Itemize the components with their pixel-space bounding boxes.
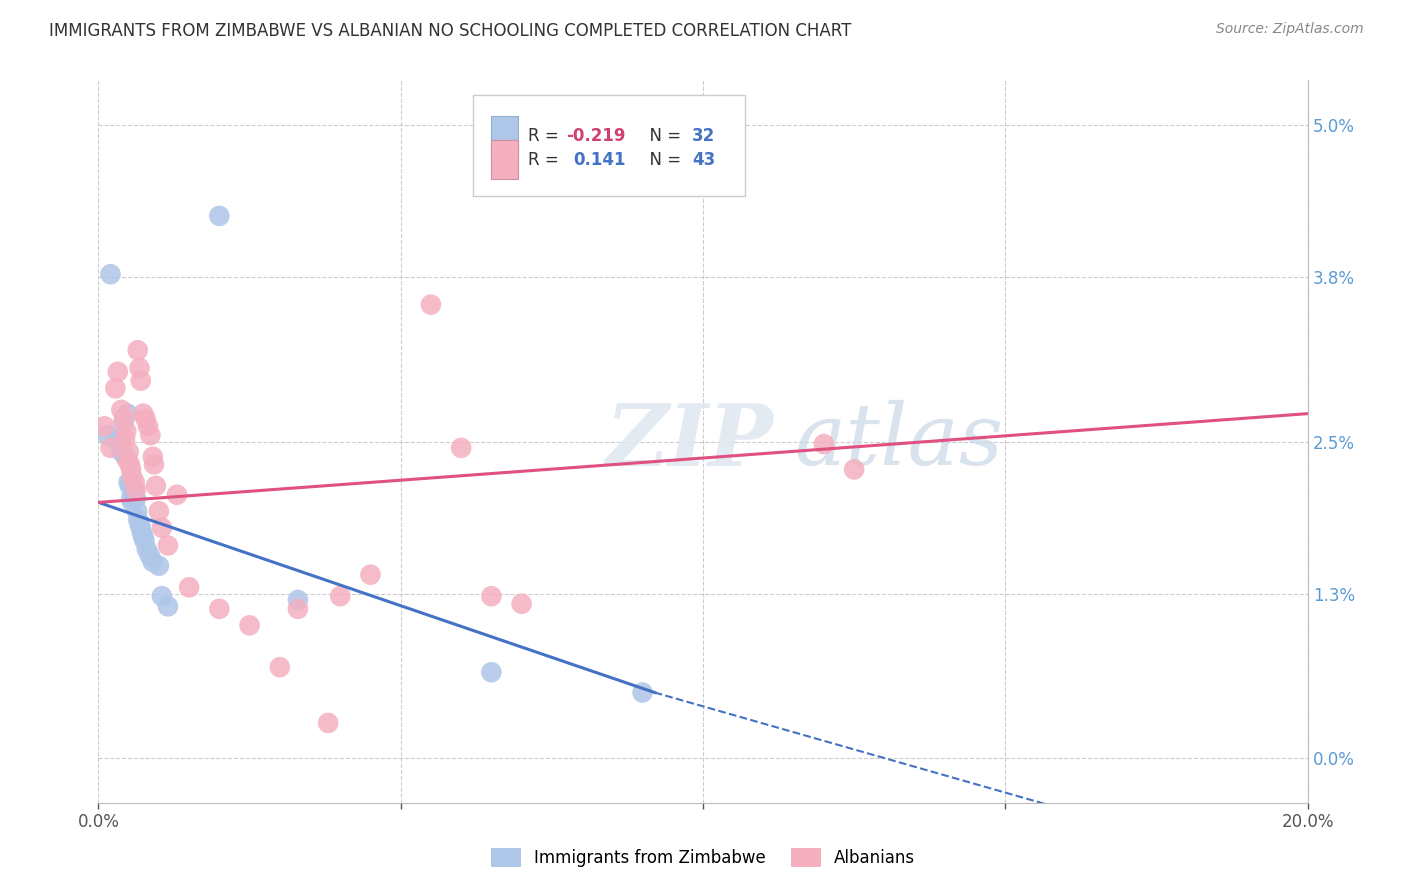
Point	[114, 432, 136, 446]
Point	[93, 419, 115, 434]
Point	[844, 462, 866, 476]
Point	[287, 593, 309, 607]
Point	[118, 475, 141, 489]
Text: atlas: atlas	[793, 401, 1002, 483]
Point	[108, 437, 131, 451]
Point	[145, 479, 167, 493]
Point	[118, 458, 141, 472]
Point	[121, 495, 143, 509]
Point	[208, 209, 231, 223]
Text: 43: 43	[692, 151, 716, 169]
Point	[360, 567, 382, 582]
Point	[134, 533, 156, 548]
Point	[127, 504, 149, 518]
Point	[110, 444, 132, 458]
FancyBboxPatch shape	[492, 139, 517, 179]
Point	[481, 665, 503, 680]
Point	[120, 491, 142, 506]
Point	[104, 381, 127, 395]
Point	[117, 453, 139, 467]
FancyBboxPatch shape	[474, 95, 745, 196]
Point	[122, 483, 145, 497]
Text: 32: 32	[692, 127, 716, 145]
Text: ZIP: ZIP	[606, 400, 775, 483]
Point	[112, 411, 135, 425]
Point	[239, 618, 262, 632]
Text: N =: N =	[638, 127, 686, 145]
Point	[125, 483, 148, 497]
Point	[120, 462, 142, 476]
Point	[127, 343, 149, 358]
Point	[139, 428, 162, 442]
Point	[150, 589, 173, 603]
Point	[156, 539, 179, 553]
Point	[128, 516, 150, 531]
Point	[132, 407, 155, 421]
Point	[150, 521, 173, 535]
Point	[481, 589, 503, 603]
Text: Source: ZipAtlas.com: Source: ZipAtlas.com	[1216, 22, 1364, 37]
Point	[148, 558, 170, 573]
Point	[124, 475, 146, 489]
Point	[125, 491, 148, 506]
Point	[104, 432, 127, 446]
Point	[316, 715, 339, 730]
Point	[100, 267, 122, 281]
Point	[813, 437, 835, 451]
Point	[135, 542, 157, 557]
Point	[110, 402, 132, 417]
Point	[118, 479, 141, 493]
Point	[139, 549, 162, 563]
Text: R =: R =	[527, 151, 564, 169]
Point	[142, 555, 165, 569]
Point	[115, 425, 138, 439]
Point	[143, 458, 166, 472]
Text: -0.219: -0.219	[567, 127, 626, 145]
Point	[156, 599, 179, 614]
Point	[128, 361, 150, 376]
Point	[450, 441, 472, 455]
Point	[142, 450, 165, 464]
Point	[420, 298, 443, 312]
Point	[510, 597, 533, 611]
Point	[129, 374, 152, 388]
Point	[287, 602, 309, 616]
Point	[100, 441, 122, 455]
Point	[132, 530, 155, 544]
Point	[129, 521, 152, 535]
Point	[124, 488, 146, 502]
Point	[166, 488, 188, 502]
Point	[127, 513, 149, 527]
Point	[269, 660, 291, 674]
Point	[114, 450, 136, 464]
Point	[118, 444, 141, 458]
Text: 0.141: 0.141	[574, 151, 626, 169]
Legend: Immigrants from Zimbabwe, Albanians: Immigrants from Zimbabwe, Albanians	[484, 841, 922, 874]
Point	[148, 504, 170, 518]
Point	[107, 365, 129, 379]
Point	[179, 580, 201, 594]
Point	[131, 525, 153, 540]
Point	[329, 589, 352, 603]
Text: IMMIGRANTS FROM ZIMBABWE VS ALBANIAN NO SCHOOLING COMPLETED CORRELATION CHART: IMMIGRANTS FROM ZIMBABWE VS ALBANIAN NO …	[49, 22, 852, 40]
Point	[135, 411, 157, 425]
Point	[631, 685, 654, 699]
Point	[121, 470, 143, 484]
Point	[96, 428, 118, 442]
Point	[117, 407, 139, 421]
Text: N =: N =	[638, 151, 686, 169]
FancyBboxPatch shape	[492, 116, 517, 156]
Point	[112, 416, 135, 430]
Point	[208, 602, 231, 616]
Text: R =: R =	[527, 127, 564, 145]
Point	[136, 419, 159, 434]
